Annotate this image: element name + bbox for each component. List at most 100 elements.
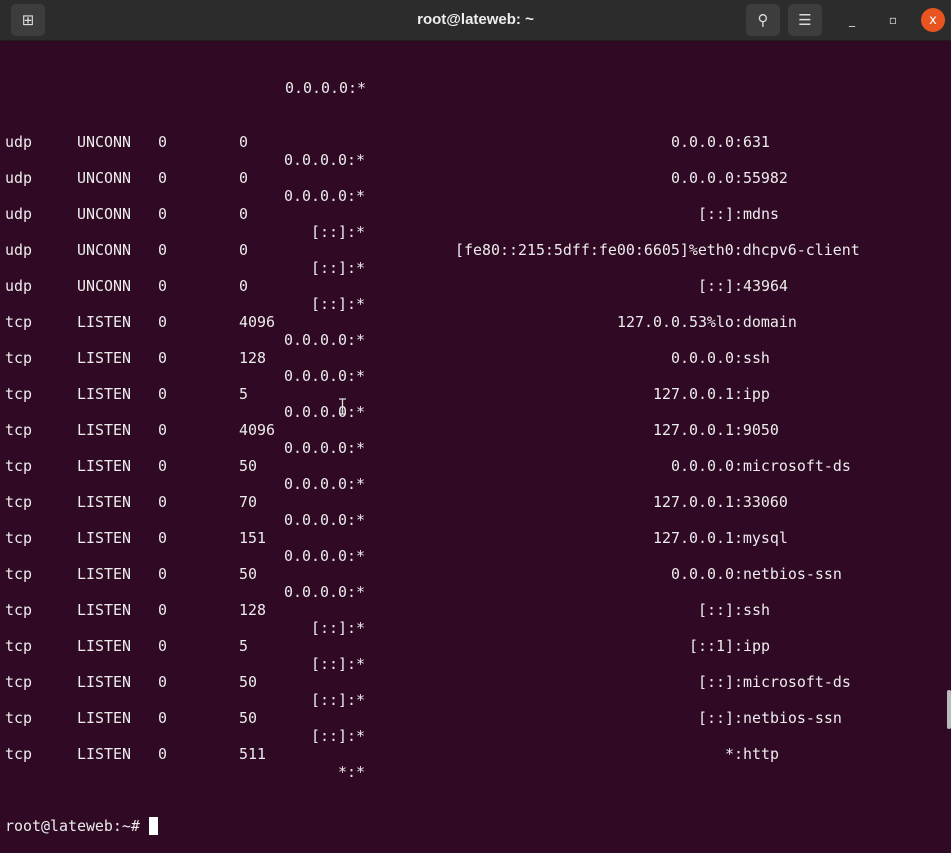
send-cell: 151 — [239, 529, 266, 547]
recv-cell: 0 — [158, 709, 167, 727]
search-button[interactable]: ⚲ — [746, 4, 780, 36]
state-cell: LISTEN — [77, 565, 131, 583]
recv-cell: 0 — [158, 205, 167, 223]
send-cell: 50 — [239, 565, 257, 583]
local-cell: [::1]:ipp — [689, 637, 770, 655]
proto-cell: tcp — [5, 637, 32, 655]
terminal-line: [::]:* — [5, 655, 945, 673]
state-cell: LISTEN — [77, 349, 131, 367]
proto-cell: tcp — [5, 529, 32, 547]
send-cell: 0 — [239, 277, 248, 295]
proto-cell: tcp — [5, 313, 32, 331]
proto-cell: tcp — [5, 709, 32, 727]
peer-address: [::]:* — [311, 295, 365, 313]
local-cell: 0.0.0.0:netbios-ssn — [671, 565, 842, 583]
recv-cell: 0 — [158, 601, 167, 619]
scrollbar[interactable] — [947, 690, 951, 729]
shell-prompt: root@lateweb:~# — [5, 817, 140, 835]
proto-cell: tcp — [5, 565, 32, 583]
recv-cell: 0 — [158, 637, 167, 655]
socket-row: tcp LISTEN 0 4096 127.0.0.53%lo:domain — [5, 313, 945, 331]
peer-address: 0.0.0.0:* — [284, 151, 365, 169]
local-cell: 127.0.0.1:ipp — [653, 385, 770, 403]
peer-address: [::]:* — [311, 691, 365, 709]
send-cell: 4096 — [239, 421, 275, 439]
recv-cell: 0 — [158, 349, 167, 367]
local-cell: 0.0.0.0:ssh — [671, 349, 770, 367]
terminal-line: 0.0.0.0:* — [5, 583, 945, 601]
peer-address: 0.0.0.0:* — [285, 79, 366, 97]
recv-cell: 0 — [158, 529, 167, 547]
proto-cell: tcp — [5, 601, 32, 619]
state-cell: LISTEN — [77, 457, 131, 475]
terminal-line: 0.0.0.0:* — [5, 511, 945, 529]
send-cell: 4096 — [239, 313, 275, 331]
menu-button[interactable]: ☰ — [788, 4, 822, 36]
socket-row: tcp LISTEN 0 50 0.0.0.0:microsoft-ds — [5, 457, 945, 475]
socket-row: tcp LISTEN 0 50 [::]:netbios-ssn — [5, 709, 945, 727]
proto-cell: tcp — [5, 421, 32, 439]
terminal-line: 0.0.0.0:* — [5, 151, 945, 169]
recv-cell: 0 — [158, 421, 167, 439]
minimize-button[interactable]: _ — [849, 13, 855, 27]
send-cell: 128 — [239, 601, 266, 619]
proto-cell: tcp — [5, 349, 32, 367]
terminal-line: *:* — [5, 763, 945, 781]
peer-address: 0.0.0.0:* — [284, 439, 365, 457]
socket-row: tcp LISTEN 0 128 [::]:ssh — [5, 601, 945, 619]
socket-row: udp UNCONN 0 0 [fe80::215:5dff:fe00:6605]%et… — [5, 241, 945, 259]
socket-row: tcp LISTEN 0 50 [::]:microsoft-ds — [5, 673, 945, 691]
terminal-line: 0.0.0.0:* — [5, 331, 945, 349]
state-cell: UNCONN — [77, 241, 131, 259]
search-icon: ⚲ — [757, 11, 769, 29]
local-cell: 127.0.0.1:33060 — [653, 493, 788, 511]
state-cell: LISTEN — [77, 745, 131, 763]
peer-address: [::]:* — [311, 655, 365, 673]
recv-cell: 0 — [158, 745, 167, 763]
state-cell: LISTEN — [77, 493, 131, 511]
peer-address: 0.0.0.0:* — [284, 583, 365, 601]
socket-row: tcp LISTEN 0 5 [::1]:ipp — [5, 637, 945, 655]
terminal-line: [::]:* — [5, 727, 945, 745]
send-cell: 70 — [239, 493, 257, 511]
state-cell: LISTEN — [77, 385, 131, 403]
close-button[interactable]: x — [921, 8, 945, 32]
peer-address: 0.0.0.0:* — [284, 475, 365, 493]
send-cell: 511 — [239, 745, 266, 763]
send-cell: 50 — [239, 709, 257, 727]
local-cell: [::]:netbios-ssn — [698, 709, 842, 727]
state-cell: LISTEN — [77, 313, 131, 331]
new-tab-button[interactable]: ⊞ — [11, 4, 45, 36]
local-cell: [::]:43964 — [698, 277, 788, 295]
proto-cell: tcp — [5, 493, 32, 511]
peer-address: 0.0.0.0:* — [284, 367, 365, 385]
state-cell: LISTEN — [77, 637, 131, 655]
local-cell: 127.0.0.1:mysql — [653, 529, 788, 547]
state-cell: LISTEN — [77, 529, 131, 547]
send-cell: 50 — [239, 673, 257, 691]
proto-cell: udp — [5, 277, 32, 295]
terminal-line: 0.0.0.0:* — [5, 475, 945, 493]
terminal-line: [::]:* — [5, 619, 945, 637]
proto-cell: udp — [5, 169, 32, 187]
local-cell: 0.0.0.0:631 — [671, 133, 770, 151]
terminal-output[interactable]: 0.0.0.0:* udp UNCONN 0 0 0.0.0.0:631 0.0.0.0:… — [5, 43, 945, 835]
local-cell: 127.0.0.1:9050 — [653, 421, 779, 439]
state-cell: LISTEN — [77, 601, 131, 619]
socket-row: tcp LISTEN 0 50 0.0.0.0:netbios-ssn — [5, 565, 945, 583]
terminal-line: [::]:* — [5, 295, 945, 313]
local-cell: 127.0.0.53%lo:domain — [617, 313, 797, 331]
recv-cell: 0 — [158, 241, 167, 259]
socket-row: udp UNCONN 0 0 0.0.0.0:55982 — [5, 169, 945, 187]
terminal-line: 0.0.0.0:* — [5, 403, 945, 421]
peer-address: [::]:* — [311, 259, 365, 277]
local-cell: 0.0.0.0:microsoft-ds — [671, 457, 851, 475]
terminal-line: [::]:* — [5, 259, 945, 277]
maximize-button[interactable]: ▫ — [888, 13, 898, 27]
proto-cell: tcp — [5, 673, 32, 691]
send-cell: 0 — [239, 169, 248, 187]
terminal-line: 0.0.0.0:* — [5, 547, 945, 565]
local-cell: [::]:ssh — [698, 601, 770, 619]
state-cell: UNCONN — [77, 133, 131, 151]
peer-address: [::]:* — [311, 619, 365, 637]
